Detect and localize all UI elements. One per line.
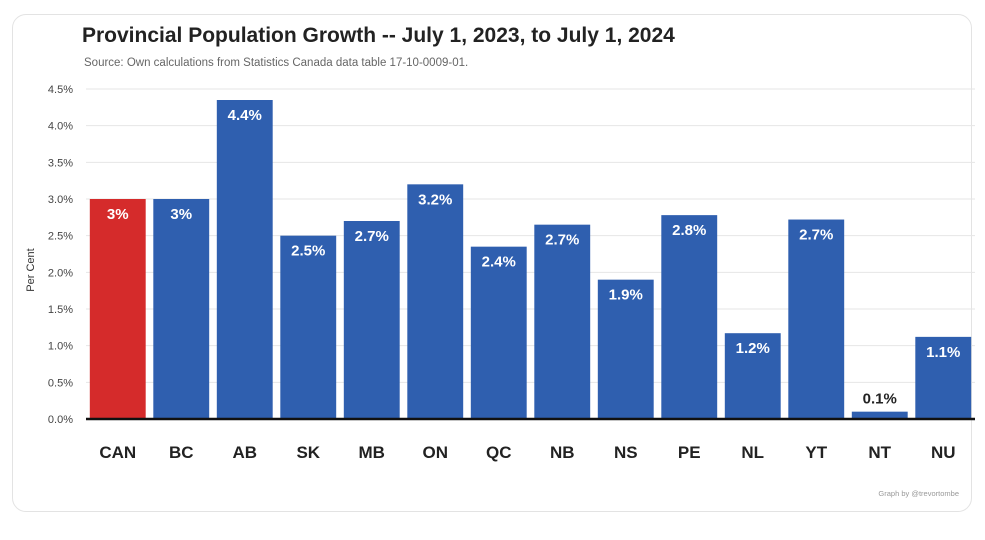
data-label-qc: 2.4% [482,254,516,271]
data-label-yt: 2.7% [799,227,833,244]
bar-qc [470,246,527,419]
y-axis: 0.0% 0.5% 1.0% 1.5% 2.0% 2.5% 3.0% 3.5% 4.0% 4.5% [48,84,73,426]
data-label-ns: 1.9% [609,287,643,304]
bar-yt [788,219,845,419]
data-label-bc: 3% [170,206,192,223]
bar-bc [153,199,210,419]
x-tick-label-nu: NU [931,443,956,462]
y-tick-label: 3.0% [48,194,73,206]
data-label-pe: 2.8% [672,222,706,239]
bars [89,100,972,419]
x-tick-label-qc: QC [486,443,512,462]
y-tick-label: 1.5% [48,304,73,316]
bar-ns [597,279,654,419]
x-tick-label-nl: NL [741,443,764,462]
x-tick-label-nt: NT [868,443,891,462]
y-tick-label: 4.5% [48,84,73,96]
data-label-on: 3.2% [418,191,452,208]
bar-nu [915,336,972,419]
x-tick-label-yt: YT [805,443,827,462]
y-tick-label: 0.0% [48,414,73,426]
data-label-nl: 1.2% [736,340,770,357]
bar-ab [216,100,273,419]
bar-can [89,199,146,419]
data-label-nt: 0.1% [863,391,897,408]
data-label-ab: 4.4% [228,107,262,124]
bar-on [407,184,464,419]
chart-subtitle: Source: Own calculations from Statistics… [84,57,469,69]
data-label-sk: 2.5% [291,243,325,260]
x-tick-label-ab: AB [232,443,257,462]
x-tick-label-nb: NB [550,443,575,462]
y-tick-label: 0.5% [48,377,73,389]
y-axis-label: Per Cent [25,248,37,291]
y-tick-label: 1.0% [48,341,73,353]
x-tick-label-ns: NS [614,443,638,462]
data-label-nu: 1.1% [926,344,960,361]
x-tick-label-bc: BC [169,443,194,462]
x-tick-label-mb: MB [359,443,385,462]
bar-nb [534,224,591,419]
x-tick-label-can: CAN [99,443,136,462]
y-tick-label: 2.0% [48,267,73,279]
y-tick-label: 3.5% [48,157,73,169]
bar-mb [343,221,400,419]
bar-nl [724,333,781,419]
x-tick-label-pe: PE [678,443,701,462]
data-label-nb: 2.7% [545,232,579,249]
chart-title: Provincial Population Growth -- July 1, … [82,24,675,47]
data-label-mb: 2.7% [355,228,389,245]
data-labels: 3% 3% 4.4% 2.5% 2.7% 3.2% 2.4% 2.7% 1.9% 2.8% 1.2%… [107,107,960,408]
data-label-can: 3% [107,206,129,223]
y-tick-label: 4.0% [48,121,73,133]
bar-pe [661,215,718,419]
x-tick-label-on: ON [423,443,449,462]
x-axis: CAN BC AB SK MB ON QC NB NS PE NL YT NT NU [86,417,975,462]
x-tick-label-sk: SK [296,443,320,462]
chart-credit: Graph by @trevortombe [878,489,959,498]
y-tick-label: 2.5% [48,231,73,243]
bar-nt [851,411,908,419]
bar-sk [280,235,337,419]
